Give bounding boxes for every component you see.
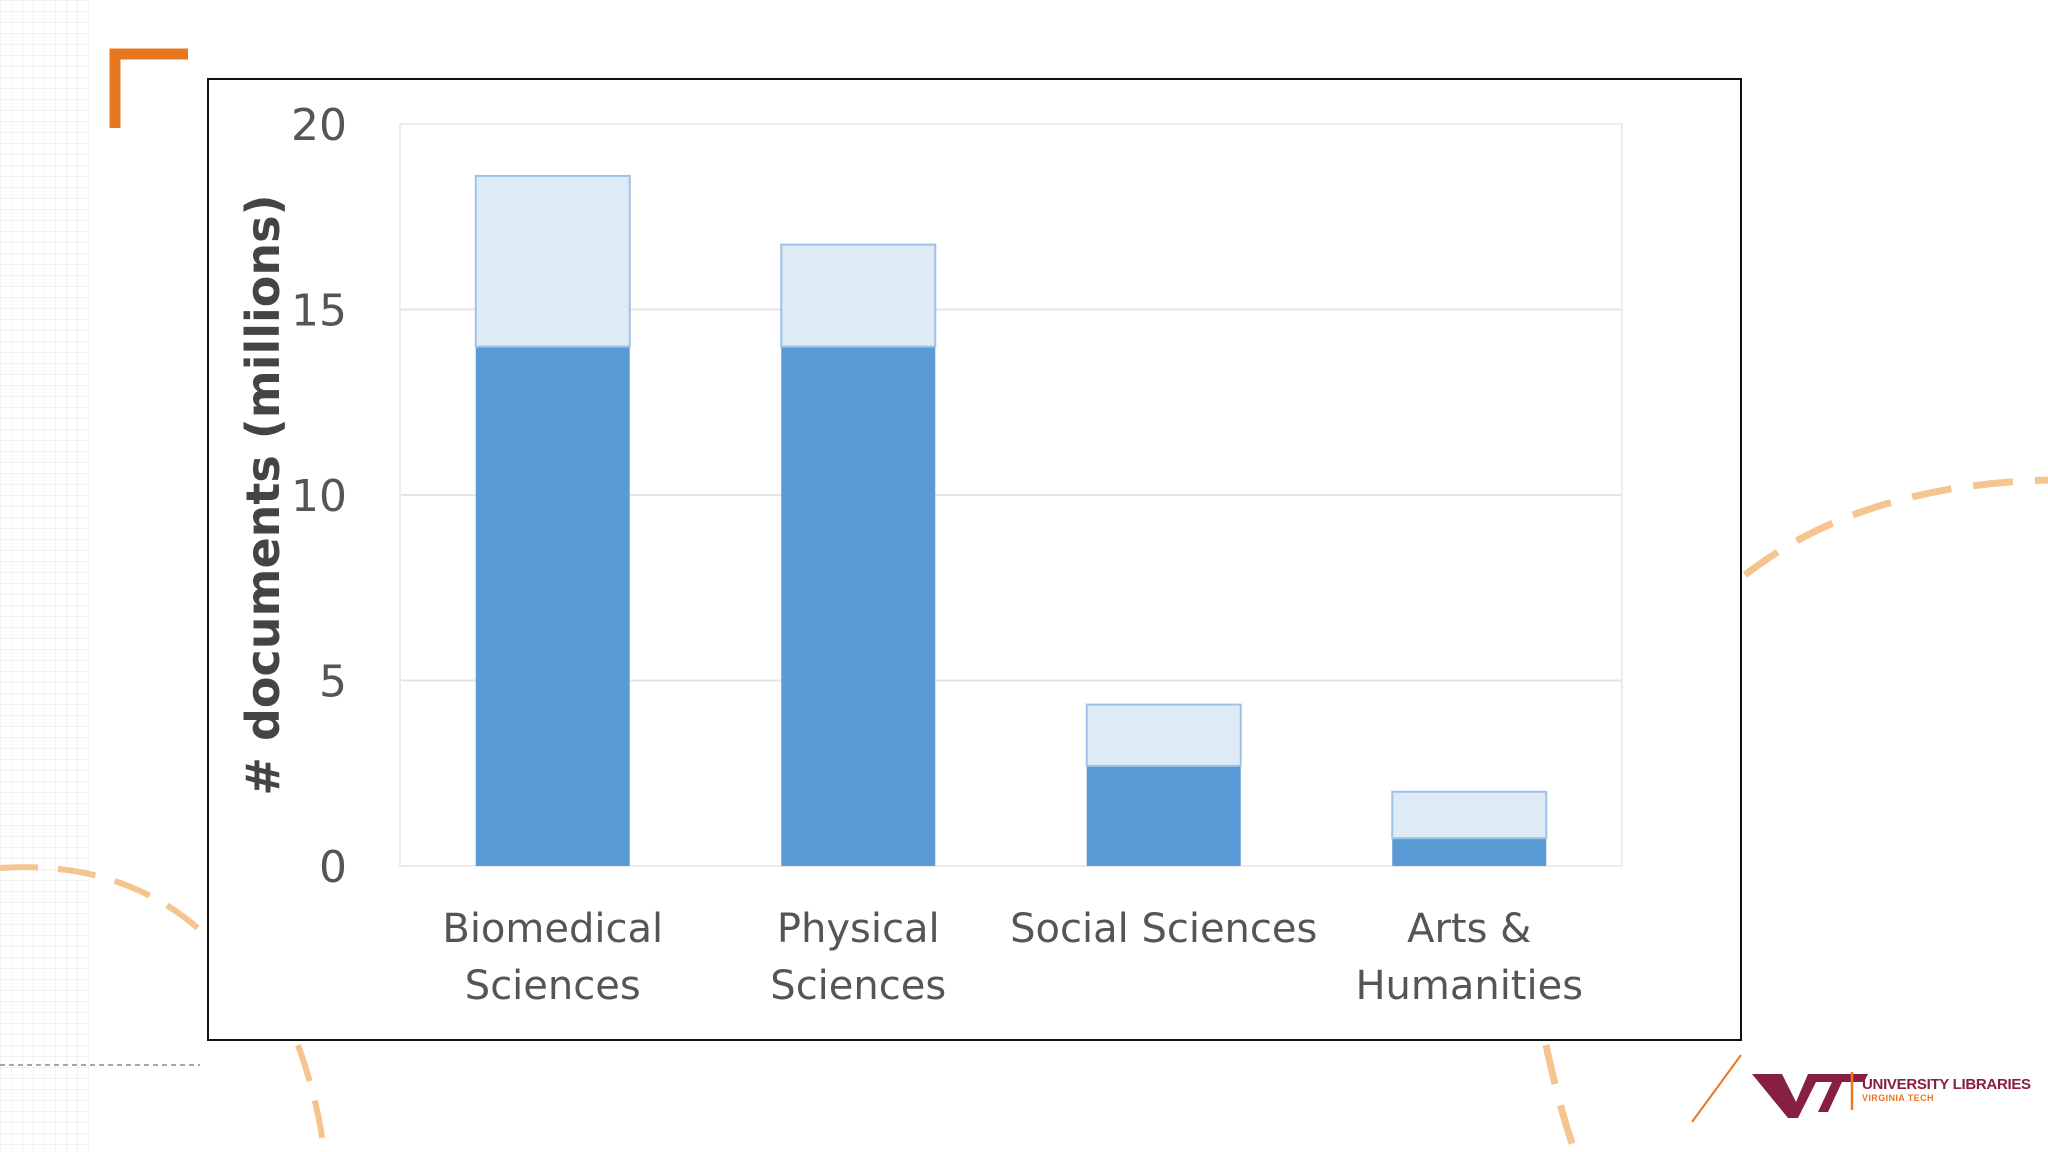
x-tick-label: Physical Sciences (770, 906, 946, 1009)
vt-logo (1752, 1072, 1868, 1118)
x-tick-label-line: Sciences (770, 963, 946, 1009)
dashed-arc-bottom-left (295, 1043, 327, 1152)
bar-segment (1086, 765, 1241, 866)
bar-chart: 0 5 10 15 20 Biomedical Sciences Physical Scien… (236, 100, 1623, 1009)
x-tick-label-line: Physical (777, 906, 940, 952)
x-tick-label: Arts & Humanities (1355, 906, 1583, 1009)
bar-segment (1085, 703, 1242, 767)
library-subtitle: VIRGINIA TECH (1862, 1093, 1934, 1103)
dashed-arc-right (1742, 476, 2048, 578)
library-name: UNIVERSITY LIBRARIES (1862, 1076, 2031, 1093)
y-axis-label: # documents (millions) (236, 194, 290, 795)
y-tick-label: 20 (291, 100, 347, 151)
x-tick-label-line: Arts & (1407, 906, 1531, 952)
plot-area-border (399, 123, 1623, 867)
y-tick-label: 0 (319, 842, 347, 893)
x-tick-label-line: Biomedical (442, 906, 663, 952)
x-tick-label-line: Social Sciences (1010, 906, 1317, 952)
x-tick-label: Social Sciences (1010, 906, 1317, 952)
bar-segment (474, 174, 631, 348)
bar-segment (1391, 790, 1548, 840)
bar-segment (781, 346, 936, 867)
x-tick-label-line: Humanities (1355, 963, 1583, 1009)
bar-segment (475, 346, 630, 867)
dashed-arc-bottom-right (1542, 1044, 1579, 1152)
bar-segment (780, 243, 937, 348)
x-tick-label-line: Sciences (465, 963, 641, 1009)
y-tick-label: 15 (291, 286, 347, 337)
bar-segment (1392, 838, 1547, 866)
background-grid-strip (0, 0, 90, 1152)
chart-frame: 0 5 10 15 20 Biomedical Sciences Physical Scien… (207, 78, 1742, 1041)
orange-corner-bracket (109, 48, 188, 128)
y-tick-label: 5 (319, 657, 347, 708)
vt-logo-mark (1752, 1074, 1868, 1118)
y-tick-label: 10 (291, 471, 347, 522)
x-tick-label: Biomedical Sciences (442, 906, 663, 1009)
